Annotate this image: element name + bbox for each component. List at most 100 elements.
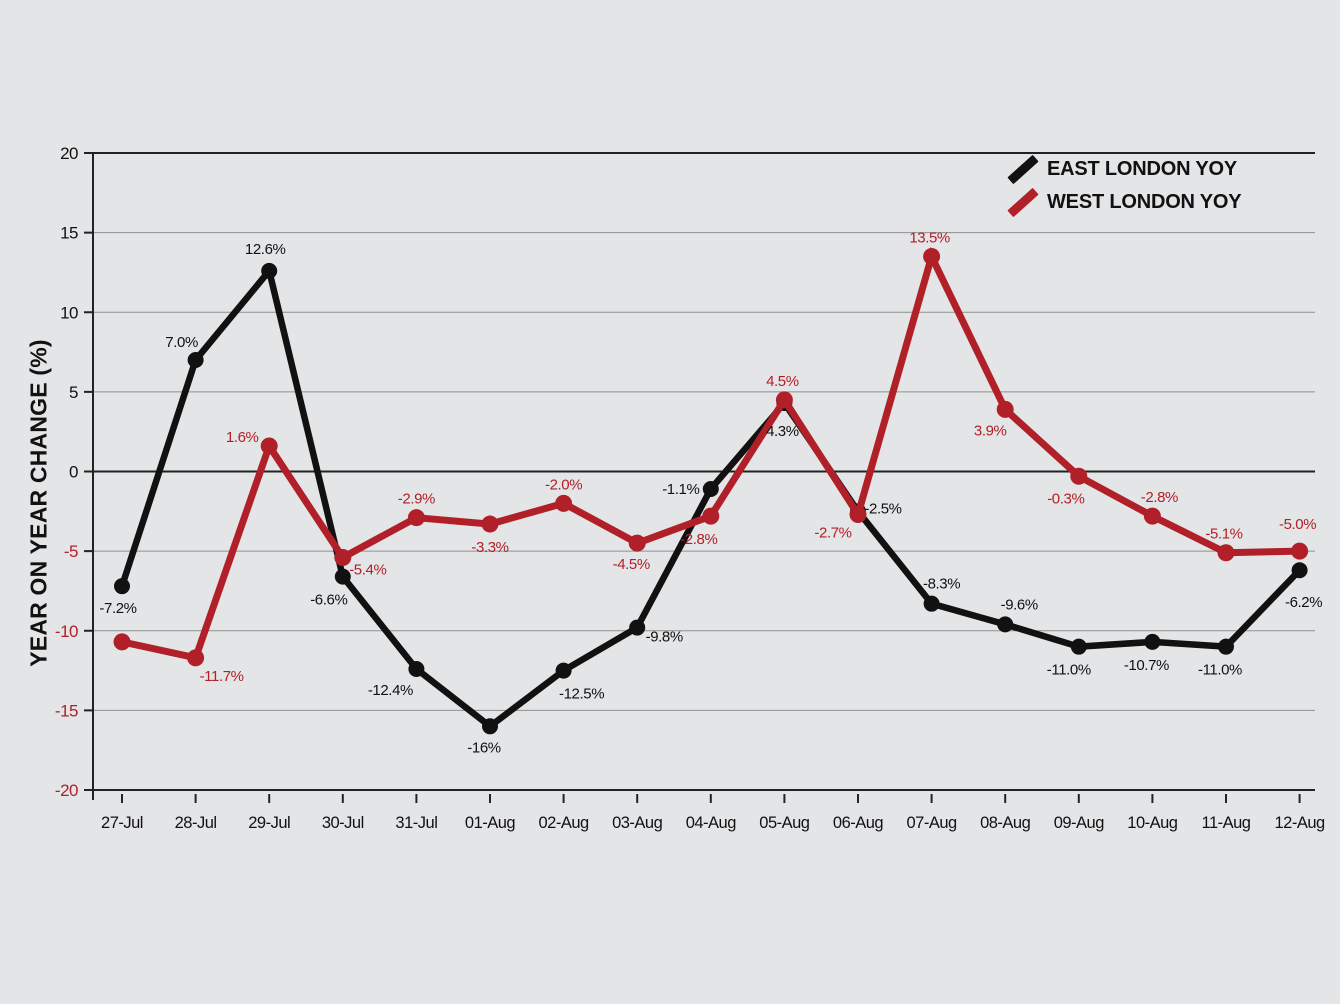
data-point-east-london-yoy: [114, 578, 130, 595]
data-point-east-london-yoy: [702, 481, 719, 498]
data-point-east-london-yoy: [1291, 562, 1308, 579]
x-tick-label: 31-Jul: [395, 814, 437, 832]
y-tick-label: 0: [69, 463, 78, 482]
data-point-east-london-yoy: [629, 619, 646, 636]
x-tick-label: 05-Aug: [759, 814, 810, 832]
data-point-west-london-yoy: [334, 548, 352, 566]
y-tick-label: 10: [60, 303, 78, 322]
data-point-west-london-yoy: [113, 633, 131, 651]
data-point-east-london-yoy: [923, 595, 940, 612]
y-tick-label: -15: [55, 701, 78, 720]
data-point-west-london-yoy: [1143, 507, 1161, 525]
data-point-west-london-yoy: [407, 509, 425, 527]
data-label: -10.7%: [1124, 657, 1169, 674]
data-point-east-london-yoy: [482, 718, 498, 735]
legend-item-west-london: WEST LONDON YOY: [1006, 187, 1242, 217]
data-label: 4.5%: [766, 373, 799, 390]
data-point-west-london-yoy: [260, 437, 278, 455]
data-label: -5.4%: [349, 561, 386, 578]
series-line-west-london-yoy: [121, 246, 1300, 662]
x-tick-label: 07-Aug: [906, 814, 957, 832]
y-tick-label: -5: [64, 542, 78, 561]
data-label: -11.0%: [1047, 662, 1091, 679]
data-label: 1.6%: [226, 429, 259, 446]
data-label: 7.0%: [165, 334, 198, 351]
data-label: -2.8%: [680, 531, 717, 548]
east-london-line-swatch-icon: [1007, 154, 1039, 184]
data-label: 3.9%: [974, 422, 1007, 439]
data-point-east-london-yoy: [997, 616, 1014, 633]
data-point-east-london-yoy: [334, 568, 351, 585]
x-tick-label: 01-Aug: [465, 814, 516, 832]
data-point-east-london-yoy: [261, 262, 278, 279]
x-tick-label: 11-Aug: [1202, 814, 1251, 832]
data-label: -0.3%: [1047, 490, 1084, 507]
data-point-east-london-yoy: [408, 660, 425, 677]
data-label: -2.0%: [545, 476, 582, 493]
data-point-west-london-yoy: [996, 400, 1014, 418]
data-point-west-london-yoy: [849, 505, 867, 523]
data-label: -9.6%: [1001, 596, 1038, 613]
data-label: -5.0%: [1279, 516, 1316, 533]
legend-label-east-london: EAST LONDON YOY: [1047, 157, 1237, 180]
legend-label-west-london: WEST LONDON YOY: [1047, 190, 1242, 213]
data-point-west-london-yoy: [923, 248, 941, 266]
data-point-west-london-yoy: [702, 507, 720, 525]
x-tick-label: 06-Aug: [833, 814, 884, 832]
x-tick-label: 09-Aug: [1054, 814, 1105, 832]
data-point-west-london-yoy: [1291, 542, 1309, 560]
y-axis-title: YEAR ON YEAR CHANGE (%): [25, 339, 52, 667]
data-point-west-london-yoy: [1217, 544, 1235, 562]
data-point-west-london-yoy: [628, 534, 646, 552]
data-label: -5.1%: [1205, 526, 1242, 543]
data-label: -11.7%: [200, 668, 244, 685]
data-label: -7.2%: [99, 600, 136, 617]
data-label: -11.0%: [1198, 662, 1242, 679]
data-label: -2.5%: [864, 500, 901, 517]
y-tick-label: -20: [55, 781, 78, 800]
data-point-west-london-yoy: [1070, 467, 1088, 485]
y-tick-label: 20: [60, 144, 78, 163]
data-label: 4.3%: [766, 423, 799, 440]
data-point-east-london-yoy: [1070, 638, 1087, 655]
x-tick-label: 03-Aug: [612, 814, 663, 832]
x-tick-label: 10-Aug: [1127, 814, 1178, 832]
x-tick-label: 28-Jul: [175, 814, 217, 832]
x-tick-label: 12-Aug: [1274, 814, 1325, 832]
data-label: -12.5%: [559, 686, 604, 703]
x-tick-label: 30-Jul: [322, 814, 364, 832]
data-label: -9.8%: [646, 629, 683, 646]
data-point-east-london-yoy: [555, 662, 572, 679]
data-point-east-london-yoy: [1144, 633, 1161, 650]
x-tick-label: 27-Jul: [101, 814, 143, 832]
data-label: -6.6%: [310, 592, 347, 609]
data-label: -2.8%: [1141, 489, 1178, 506]
data-point-west-london-yoy: [555, 494, 573, 512]
data-label: -6.2%: [1285, 594, 1322, 611]
data-label: -1.1%: [662, 481, 699, 498]
data-point-east-london-yoy: [1218, 638, 1234, 655]
data-label: -8.3%: [923, 576, 960, 593]
data-label: 12.6%: [245, 241, 286, 258]
data-label: -4.5%: [613, 556, 650, 573]
data-label: -16%: [467, 739, 500, 756]
y-tick-label: -10: [55, 622, 78, 641]
west-london-line-swatch-icon: [1007, 187, 1039, 217]
data-point-west-london-yoy: [481, 515, 499, 533]
data-point-east-london-yoy: [187, 352, 204, 369]
data-label: -2.7%: [814, 524, 851, 541]
y-tick-label: 5: [69, 383, 78, 402]
data-label: 13.5%: [909, 230, 950, 247]
x-tick-label: 29-Jul: [248, 814, 290, 832]
data-point-west-london-yoy: [775, 391, 793, 409]
x-tick-label: 02-Aug: [538, 814, 589, 832]
y-tick-label: 15: [60, 224, 78, 243]
data-label: -12.4%: [368, 682, 413, 699]
legend-item-east-london: EAST LONDON YOY: [1006, 154, 1241, 184]
data-point-west-london-yoy: [187, 649, 205, 667]
data-label: -2.9%: [398, 491, 435, 508]
x-tick-label: 08-Aug: [980, 814, 1031, 832]
data-label: -3.3%: [471, 539, 508, 556]
